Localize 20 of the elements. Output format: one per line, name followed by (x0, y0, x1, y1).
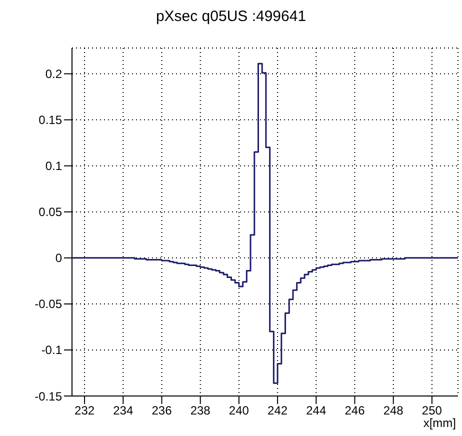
x-tick-label: 250 (422, 404, 442, 418)
x-tick-label: 248 (383, 404, 404, 418)
y-tick-label: -0.05 (34, 297, 62, 312)
y-tick-label: 0 (55, 251, 62, 266)
x-tick-label: 232 (74, 404, 95, 418)
x-tick-label: 234 (113, 404, 134, 418)
x-tick-label: 236 (152, 404, 172, 418)
x-tick-label: 240 (228, 404, 250, 418)
chart-title: pXsec q05US :499641 (154, 8, 308, 25)
y-tick-label: 0.2 (45, 67, 62, 82)
y-tick-label: 0.05 (38, 205, 62, 220)
x-tick-label: 246 (344, 404, 366, 418)
y-tick-label: -0.15 (34, 389, 62, 404)
x-tick-label: 242 (268, 404, 288, 418)
y-tick-label: 0.1 (45, 159, 62, 174)
y-tick-label: 0.15 (38, 113, 62, 128)
x-axis-title: x[mm] (423, 416, 456, 430)
x-tick-label: 238 (190, 404, 211, 418)
x-tick-label: 244 (306, 404, 326, 418)
y-tick-label: -0.1 (41, 343, 62, 358)
